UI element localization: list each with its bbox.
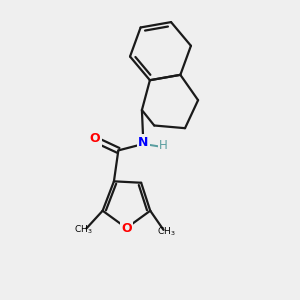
Text: N: N [138, 136, 148, 149]
Text: CH$_3$: CH$_3$ [157, 225, 176, 238]
Text: O: O [121, 221, 132, 235]
Text: H: H [159, 139, 168, 152]
Text: CH$_3$: CH$_3$ [74, 224, 93, 236]
Text: O: O [89, 132, 100, 145]
